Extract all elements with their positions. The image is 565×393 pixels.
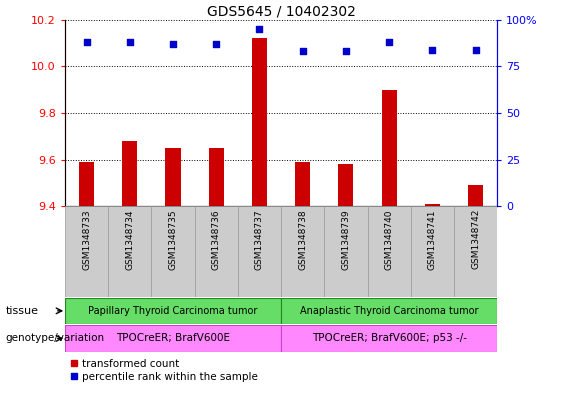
Text: GSM1348741: GSM1348741 xyxy=(428,209,437,270)
Bar xyxy=(295,162,310,206)
Point xyxy=(255,26,264,32)
Text: GSM1348739: GSM1348739 xyxy=(341,209,350,270)
Bar xyxy=(194,206,238,297)
Point xyxy=(471,46,480,53)
Bar xyxy=(281,206,324,297)
Text: TPOCreER; BrafV600E; p53 -/-: TPOCreER; BrafV600E; p53 -/- xyxy=(312,333,467,343)
Text: GSM1348742: GSM1348742 xyxy=(471,209,480,270)
Bar xyxy=(425,204,440,206)
Legend: transformed count, percentile rank within the sample: transformed count, percentile rank withi… xyxy=(70,359,258,382)
Text: tissue: tissue xyxy=(6,306,38,316)
Bar xyxy=(252,39,267,206)
Text: Anaplastic Thyroid Carcinoma tumor: Anaplastic Thyroid Carcinoma tumor xyxy=(300,306,479,316)
Text: genotype/variation: genotype/variation xyxy=(6,333,105,343)
Point xyxy=(125,39,134,45)
Bar xyxy=(65,298,281,324)
Bar xyxy=(151,206,194,297)
Text: GSM1348735: GSM1348735 xyxy=(168,209,177,270)
Text: GSM1348738: GSM1348738 xyxy=(298,209,307,270)
Title: GDS5645 / 10402302: GDS5645 / 10402302 xyxy=(207,4,355,18)
Text: GSM1348734: GSM1348734 xyxy=(125,209,134,270)
Bar xyxy=(166,148,181,206)
Bar xyxy=(122,141,137,206)
Point xyxy=(168,41,177,47)
Point xyxy=(212,41,221,47)
Point xyxy=(428,46,437,53)
Bar xyxy=(468,185,483,206)
Text: Papillary Thyroid Carcinoma tumor: Papillary Thyroid Carcinoma tumor xyxy=(88,306,258,316)
Bar xyxy=(367,206,411,297)
Text: GSM1348740: GSM1348740 xyxy=(385,209,394,270)
Point xyxy=(82,39,91,45)
Bar xyxy=(411,206,454,297)
Text: GSM1348736: GSM1348736 xyxy=(212,209,221,270)
Bar xyxy=(65,206,108,297)
Text: GSM1348737: GSM1348737 xyxy=(255,209,264,270)
Point xyxy=(385,39,394,45)
Bar xyxy=(381,90,397,206)
Bar xyxy=(238,206,281,297)
Point xyxy=(341,48,350,55)
Point xyxy=(298,48,307,55)
Bar xyxy=(454,206,497,297)
Text: GSM1348733: GSM1348733 xyxy=(82,209,91,270)
Bar xyxy=(281,298,497,324)
Bar xyxy=(108,206,151,297)
Bar xyxy=(281,325,497,352)
Bar xyxy=(208,148,224,206)
Bar xyxy=(324,206,368,297)
Bar xyxy=(79,162,94,206)
Text: TPOCreER; BrafV600E: TPOCreER; BrafV600E xyxy=(116,333,230,343)
Bar xyxy=(338,164,354,206)
Bar xyxy=(65,325,281,352)
